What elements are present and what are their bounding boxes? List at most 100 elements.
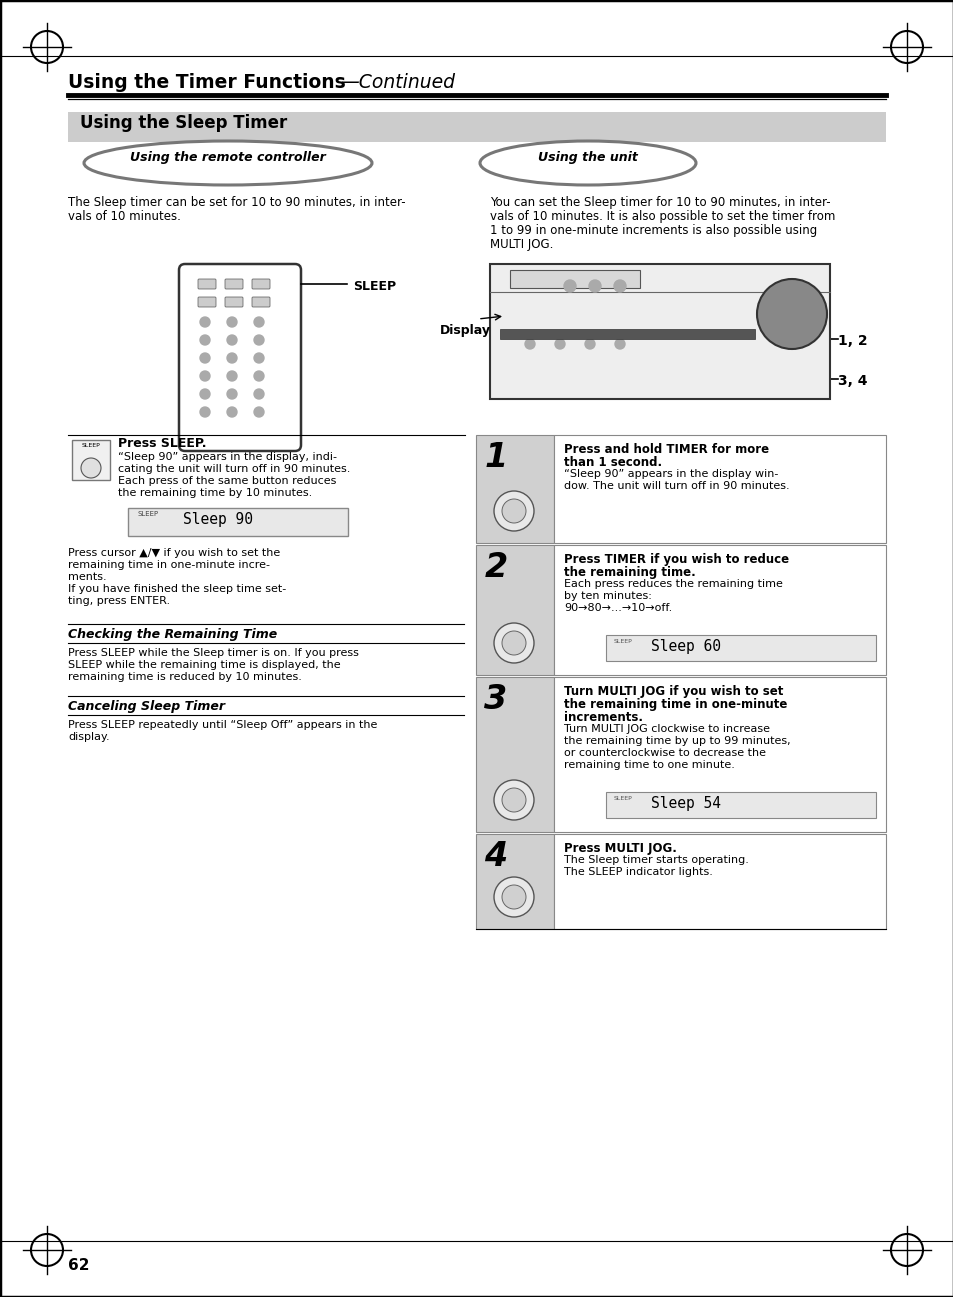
Circle shape: [227, 371, 236, 381]
Circle shape: [584, 339, 595, 349]
Text: Checking the Remaining Time: Checking the Remaining Time: [68, 628, 277, 641]
Text: SLEEP: SLEEP: [138, 511, 159, 518]
Text: Display: Display: [439, 324, 491, 337]
Text: MULTI JOG.: MULTI JOG.: [490, 239, 553, 252]
Circle shape: [227, 353, 236, 363]
Circle shape: [615, 339, 624, 349]
Circle shape: [253, 389, 264, 399]
Ellipse shape: [84, 141, 372, 185]
FancyBboxPatch shape: [198, 297, 215, 307]
Text: Sleep 54: Sleep 54: [650, 796, 720, 811]
Text: Turn MULTI JOG if you wish to set: Turn MULTI JOG if you wish to set: [563, 685, 782, 698]
Text: the remaining time by 10 minutes.: the remaining time by 10 minutes.: [118, 488, 312, 498]
Circle shape: [494, 877, 534, 917]
Text: Press and hold TIMER for more: Press and hold TIMER for more: [563, 444, 768, 457]
FancyBboxPatch shape: [198, 279, 215, 289]
Text: cating the unit will turn off in 90 minutes.: cating the unit will turn off in 90 minu…: [118, 464, 350, 473]
Text: Using the Sleep Timer: Using the Sleep Timer: [80, 114, 287, 132]
FancyBboxPatch shape: [476, 545, 554, 674]
Text: Press MULTI JOG.: Press MULTI JOG.: [563, 842, 677, 855]
Circle shape: [501, 885, 525, 909]
FancyBboxPatch shape: [554, 434, 885, 543]
Circle shape: [81, 458, 101, 479]
Text: “Sleep 90” appears in the display win-: “Sleep 90” appears in the display win-: [563, 470, 778, 479]
FancyBboxPatch shape: [554, 834, 885, 929]
Text: Using the unit: Using the unit: [537, 152, 638, 165]
Circle shape: [555, 339, 564, 349]
Text: 1 to 99 in one-minute increments is also possible using: 1 to 99 in one-minute increments is also…: [490, 224, 817, 237]
Text: ments.: ments.: [68, 572, 107, 582]
Text: The Sleep timer starts operating.: The Sleep timer starts operating.: [563, 855, 748, 865]
FancyBboxPatch shape: [476, 834, 554, 929]
Circle shape: [588, 280, 600, 292]
Text: 3, 4: 3, 4: [837, 374, 866, 388]
Text: or counterclockwise to decrease the: or counterclockwise to decrease the: [563, 748, 765, 757]
FancyBboxPatch shape: [252, 297, 270, 307]
Text: The SLEEP indicator lights.: The SLEEP indicator lights.: [563, 866, 712, 877]
Text: the remaining time by up to 99 minutes,: the remaining time by up to 99 minutes,: [563, 735, 790, 746]
Ellipse shape: [479, 141, 696, 185]
Circle shape: [253, 371, 264, 381]
Text: You can set the Sleep timer for 10 to 90 minutes, in inter-: You can set the Sleep timer for 10 to 90…: [490, 196, 830, 209]
Text: the remaining time.: the remaining time.: [563, 565, 695, 578]
Text: Canceling Sleep Timer: Canceling Sleep Timer: [68, 700, 225, 713]
FancyBboxPatch shape: [225, 279, 243, 289]
Circle shape: [494, 779, 534, 820]
FancyBboxPatch shape: [490, 265, 829, 399]
Text: remaining time to one minute.: remaining time to one minute.: [563, 760, 734, 770]
FancyBboxPatch shape: [476, 677, 554, 831]
Text: remaining time is reduced by 10 minutes.: remaining time is reduced by 10 minutes.: [68, 672, 301, 682]
Circle shape: [501, 632, 525, 655]
Text: 3: 3: [484, 684, 507, 716]
Circle shape: [200, 371, 210, 381]
Text: 1: 1: [484, 441, 507, 473]
FancyBboxPatch shape: [499, 329, 754, 339]
Text: the remaining time in one-minute: the remaining time in one-minute: [563, 698, 786, 711]
Circle shape: [253, 407, 264, 418]
Circle shape: [501, 499, 525, 523]
Text: remaining time in one-minute incre-: remaining time in one-minute incre-: [68, 560, 270, 569]
FancyBboxPatch shape: [128, 508, 348, 536]
Circle shape: [227, 335, 236, 345]
Text: Sleep 90: Sleep 90: [183, 512, 253, 527]
Circle shape: [227, 407, 236, 418]
Text: 1, 2: 1, 2: [837, 335, 866, 348]
Circle shape: [227, 316, 236, 327]
Text: 62: 62: [68, 1258, 90, 1272]
Text: Using the remote controller: Using the remote controller: [130, 152, 326, 165]
Text: —Continued: —Continued: [339, 73, 455, 92]
Circle shape: [494, 623, 534, 663]
FancyBboxPatch shape: [68, 112, 885, 141]
Circle shape: [253, 353, 264, 363]
Circle shape: [563, 280, 576, 292]
Text: SLEEP: SLEEP: [82, 444, 100, 447]
Text: Each press reduces the remaining time: Each press reduces the remaining time: [563, 578, 782, 589]
FancyBboxPatch shape: [252, 279, 270, 289]
FancyBboxPatch shape: [476, 434, 554, 543]
Circle shape: [253, 335, 264, 345]
Circle shape: [501, 789, 525, 812]
Circle shape: [524, 339, 535, 349]
Text: increments.: increments.: [563, 711, 642, 724]
Text: Press cursor ▲/▼ if you wish to set the: Press cursor ▲/▼ if you wish to set the: [68, 549, 280, 558]
Text: SLEEP: SLEEP: [614, 796, 632, 802]
Text: ting, press ENTER.: ting, press ENTER.: [68, 597, 170, 606]
Text: by ten minutes:: by ten minutes:: [563, 591, 651, 601]
Text: SLEEP while the remaining time is displayed, the: SLEEP while the remaining time is displa…: [68, 660, 340, 671]
Text: Using the Timer Functions: Using the Timer Functions: [68, 73, 345, 92]
Text: 4: 4: [484, 840, 507, 873]
Text: Each press of the same button reduces: Each press of the same button reduces: [118, 476, 336, 486]
Text: 2: 2: [484, 551, 507, 584]
Circle shape: [200, 407, 210, 418]
Text: vals of 10 minutes.: vals of 10 minutes.: [68, 210, 181, 223]
Text: vals of 10 minutes. It is also possible to set the timer from: vals of 10 minutes. It is also possible …: [490, 210, 835, 223]
FancyBboxPatch shape: [554, 677, 885, 831]
Circle shape: [614, 280, 625, 292]
Circle shape: [757, 279, 826, 349]
Text: Press SLEEP.: Press SLEEP.: [118, 437, 206, 450]
FancyBboxPatch shape: [179, 265, 301, 451]
Text: “Sleep 90” appears in the display, indi-: “Sleep 90” appears in the display, indi-: [118, 451, 336, 462]
Text: Turn MULTI JOG clockwise to increase: Turn MULTI JOG clockwise to increase: [563, 724, 769, 734]
Text: Press SLEEP while the Sleep timer is on. If you press: Press SLEEP while the Sleep timer is on.…: [68, 648, 358, 658]
FancyBboxPatch shape: [510, 270, 639, 288]
